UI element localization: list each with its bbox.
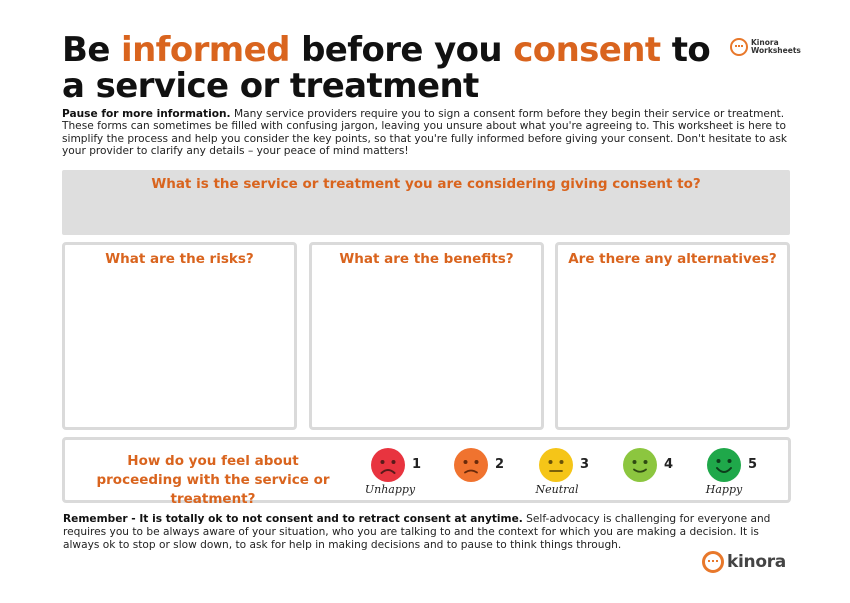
benefits-heading: What are the benefits? [339, 251, 514, 267]
service-question: What is the service or treatment you are… [151, 176, 701, 192]
scale-number: 2 [495, 457, 505, 472]
unhappy-face-icon[interactable] [370, 447, 406, 483]
title-text: to a service or treatment [62, 30, 711, 106]
scale-number: 1 [412, 457, 422, 472]
intro-lead: Pause for more information. [62, 108, 231, 120]
kinora-worksheets-logo: Kinora Worksheets [730, 38, 801, 56]
remember-body: Self-advocacy is challenging for everyon… [63, 513, 771, 552]
intro-paragraph: Pause for more information. Many service… [62, 108, 792, 158]
page-title: Be informed before you consent to a serv… [62, 32, 722, 104]
brand-line: Kinora [751, 38, 779, 47]
title-text: Be [62, 30, 122, 70]
kinora-logo-icon [702, 551, 724, 573]
intro-body: Many service providers require you to si… [62, 108, 788, 158]
scale-label-neutral: Neutral [535, 483, 579, 496]
alternatives-heading: Are there any alternatives? [568, 251, 777, 267]
scale-number: 5 [748, 457, 758, 472]
happy-face-icon[interactable] [706, 447, 742, 483]
feeling-question: How do you feel about proceeding with th… [96, 453, 330, 507]
risks-heading: What are the risks? [105, 251, 254, 267]
scale-label-happy: Happy [705, 483, 743, 496]
alternatives-panel[interactable]: Are there any alternatives? [555, 242, 790, 430]
risks-panel[interactable]: What are the risks? [62, 242, 297, 430]
brand-line: Worksheets [751, 46, 801, 55]
feeling-scale-box: How do you feel about proceeding with th… [62, 437, 791, 507]
title-accent: consent [513, 30, 661, 70]
scale-number: 4 [664, 457, 674, 472]
service-question-box[interactable]: What is the service or treatment you are… [62, 170, 790, 235]
kinora-logo-icon [730, 38, 748, 56]
benefits-panel[interactable]: What are the benefits? [309, 242, 544, 430]
remember-paragraph: Remember - It is totally ok to not conse… [63, 513, 793, 553]
brand-wordmark: kinora [727, 552, 786, 572]
frown-face-icon[interactable] [453, 447, 489, 483]
title-text: before you [289, 30, 514, 70]
kinora-logo: kinora [702, 551, 786, 573]
neutral-face-icon[interactable] [538, 447, 574, 483]
remember-lead: Remember - It is totally ok to not conse… [63, 513, 523, 525]
scale-label-unhappy: Unhappy [364, 483, 416, 496]
title-accent: informed [121, 30, 290, 70]
smile-face-icon[interactable] [622, 447, 658, 483]
brand-text: Kinora Worksheets [751, 39, 801, 55]
scale-number: 3 [580, 457, 590, 472]
